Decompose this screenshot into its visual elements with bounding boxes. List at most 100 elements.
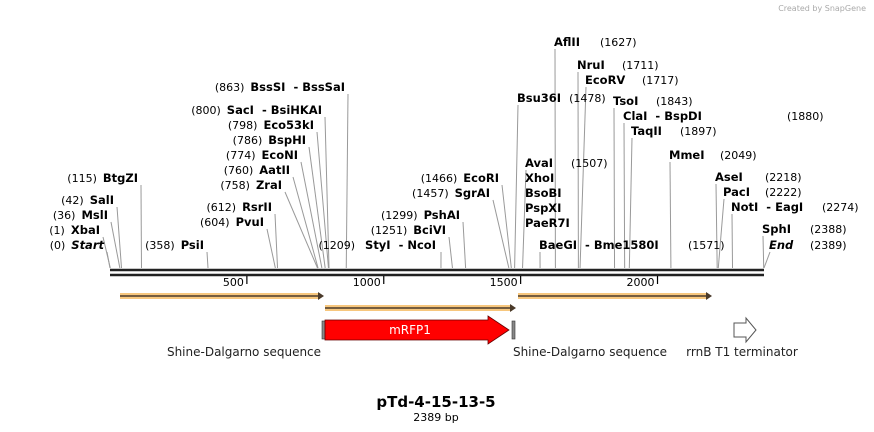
site-econi[interactable]: EcoNI (774) [226,148,298,162]
site-end[interactable]: End (2389) [769,238,847,252]
enzyme-name: BsoBI [525,186,562,200]
enzyme-name: PvuI [236,215,264,229]
site-bsphi[interactable]: BspHI (786) [233,133,306,147]
site-noti[interactable]: NotI - EagI (2274) [731,200,859,214]
cut-position: (1711) [622,59,659,72]
site-bsobi[interactable]: BsoBI [525,186,562,200]
enzyme-name: BaeGI - Bme1580I [539,238,659,252]
primer-arrow-2[interactable] [325,304,516,312]
site-start[interactable]: Start (0) [50,238,105,252]
enzyme-name: ZraI [256,178,282,192]
enzyme-name: AvaI [525,156,553,170]
ruler-tick-label: 2000 [627,276,655,289]
enzyme-name: StyI - NcoI [365,238,436,252]
cut-position: (1466) [421,172,458,185]
cut-site-line [110,221,121,269]
cut-position: (1457) [412,187,449,200]
site-paer7i[interactable]: PaeR7I [525,216,570,230]
cut-position: (604) [200,216,230,229]
cut-site-line [292,176,319,269]
site-ecori[interactable]: EcoRI (1466) [421,171,499,185]
snapgene-watermark: Created by SnapGene [778,4,866,13]
site-msli[interactable]: MslI (36) [53,208,108,222]
cut-position: (1478) [569,92,606,105]
site-aatii[interactable]: AatII (760) [224,163,290,177]
ruler-tick-label: 1500 [490,276,518,289]
cut-position: (786) [233,134,263,147]
site-aflii[interactable]: AflII (1627) [554,35,637,49]
ruler-tick-label: 500 [223,276,244,289]
cut-position: (2388) [810,223,847,236]
site-labels: Start (0) XbaI (1) MslI (36) SalI (42) BtgZI (115… [49,35,858,252]
site-bsssi[interactable]: BssSI - BssSaI (863) [215,80,345,94]
cut-position: (1507) [571,157,608,170]
site-clai[interactable]: ClaI - BspDI (1880) [623,109,824,123]
primer-arrow-3[interactable] [518,292,712,300]
enzyme-name: AflII [554,35,580,49]
cut-site-line [514,104,519,269]
site-pspxi[interactable]: PspXI [525,201,561,215]
site-xbai[interactable]: XbaI (1) [49,223,100,237]
site-ecorv[interactable]: EcoRV (1717) [585,73,679,87]
rbs-marker-1[interactable] [321,320,326,340]
site-pvui[interactable]: PvuI (604) [200,215,264,229]
cut-site-line [102,236,111,269]
cut-site-line [715,183,718,269]
cut-site-line [462,221,467,269]
cut-position: (798) [228,119,258,132]
cut-position: (1251) [371,224,408,237]
cut-site-line [266,228,276,269]
site-psii[interactable]: PsiI (358) [145,238,204,252]
cut-position: (0) [50,239,66,252]
cut-site-line [308,146,326,269]
site-zrai[interactable]: ZraI (758) [220,178,282,192]
site-pshai[interactable]: PshAI (1299) [381,208,460,222]
enzyme-name: PshAI [424,208,460,222]
site-asei[interactable]: AseI (2218) [715,170,802,184]
rbs-marker-2[interactable] [511,320,516,340]
cut-site-line [623,122,626,269]
site-bsu36i[interactable]: Bsu36I (1478) [517,91,606,105]
site-btgzi[interactable]: BtgZI (115) [67,171,138,185]
enzyme-name: Start [71,238,104,252]
site-styi[interactable]: StyI - NcoI (1209) [318,238,436,252]
cut-position: (1880) [787,110,824,123]
site-avai[interactable]: AvaI (1507) [525,156,608,170]
cut-site-line [613,107,616,269]
site-rsrii[interactable]: RsrII (612) [206,200,272,214]
cut-site-line [316,131,329,269]
site-sphi[interactable]: SphI (2388) [762,222,847,236]
cut-site-line [501,184,512,269]
cut-position: (2274) [822,201,859,214]
cut-site-line [717,198,725,269]
mrfp1-feature[interactable] [324,315,510,345]
terminator-arrow-icon[interactable] [733,316,757,344]
enzyme-name: BssSI - BssSaI [250,80,345,94]
site-sali[interactable]: SalI (42) [61,193,114,207]
enzyme-name: PsiI [181,238,204,252]
enzyme-name: MslI [81,208,108,222]
site-baegi[interactable]: BaeGI - Bme1580I (1571) [539,238,725,252]
primer-arrow-1[interactable] [120,292,324,300]
enzyme-name: NotI - EagI [731,200,803,214]
cut-site-line [448,236,453,269]
enzyme-name: BciVI [413,223,446,237]
site-bcivi[interactable]: BciVI (1251) [371,223,446,237]
ruler-ticks: 500 1000 1500 2000 [223,276,659,289]
site-nrui[interactable]: NruI (1711) [577,58,659,72]
site-tsoi[interactable]: TsoI (1843) [613,94,693,108]
site-eco53ki[interactable]: Eco53kI (798) [228,118,314,132]
cut-site-line [300,161,323,269]
site-mmei[interactable]: MmeI (2049) [669,148,757,162]
site-taqii[interactable]: TaqII (1897) [631,124,717,138]
enzyme-name: AseI [715,170,743,184]
cut-position: (800) [191,104,221,117]
site-sgrai[interactable]: SgrAI (1457) [412,186,490,200]
cut-site-line [762,235,765,269]
site-xhoi[interactable]: XhoI [525,171,554,185]
site-saci[interactable]: SacI - BsiHKAI (800) [191,103,322,117]
cut-site-line [522,169,527,269]
site-paci[interactable]: PacI (2222) [723,185,802,199]
cut-site-line [116,206,122,269]
cut-site-line [206,251,209,269]
